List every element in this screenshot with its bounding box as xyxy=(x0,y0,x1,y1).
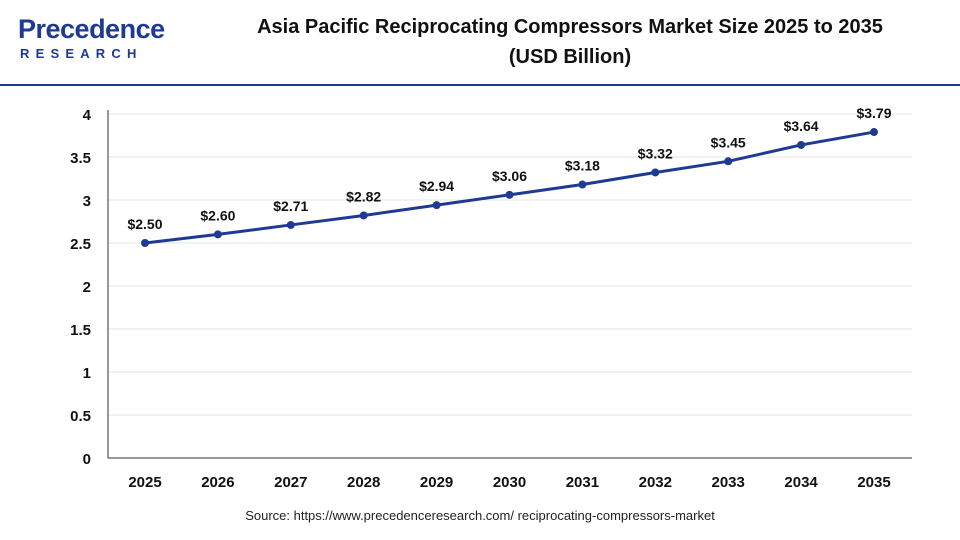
data-label: $3.32 xyxy=(638,145,673,161)
data-point xyxy=(578,180,587,189)
x-tick-label: 2035 xyxy=(857,474,890,491)
y-tick-label: 2.5 xyxy=(70,236,91,253)
series-line xyxy=(144,130,875,245)
data-point xyxy=(870,128,878,137)
x-tick-label: 2025 xyxy=(128,474,161,491)
y-tick-label: 3.5 xyxy=(70,150,91,167)
chart-title-line1: Asia Pacific Reciprocating Compressors M… xyxy=(257,16,883,38)
header: Precedence RESEARCH Asia Pacific Recipro… xyxy=(0,0,960,86)
data-point xyxy=(797,140,806,149)
logo-wordmark: Precedence xyxy=(18,14,165,44)
x-tick-label: 2033 xyxy=(712,474,745,491)
x-tick-label: 2029 xyxy=(420,474,453,491)
data-point xyxy=(432,201,441,210)
x-tick-label: 2030 xyxy=(493,474,526,491)
data-point xyxy=(359,211,368,220)
data-point xyxy=(286,220,295,229)
data-label: $3.18 xyxy=(565,158,600,174)
chart-title: Asia Pacific Reciprocating Compressors M… xyxy=(190,12,950,72)
data-label: $3.45 xyxy=(711,134,746,150)
x-tick-label: 2032 xyxy=(639,474,672,491)
data-point xyxy=(505,190,514,199)
x-tick-label: 2028 xyxy=(347,474,380,491)
y-tick-label: 0 xyxy=(83,451,91,468)
x-tick-label: 2034 xyxy=(784,474,818,491)
y-tick-label: 4 xyxy=(83,107,92,124)
y-tick-label: 1.5 xyxy=(70,322,91,339)
data-label: $3.79 xyxy=(856,105,891,121)
data-label: $2.71 xyxy=(273,198,308,214)
y-tick-label: 0.5 xyxy=(70,408,91,425)
y-tick-label: 2 xyxy=(83,279,91,296)
source-note: Source: https://www.precedenceresearch.c… xyxy=(245,508,715,523)
x-tick-label: 2027 xyxy=(274,474,307,491)
logo-subtitle: RESEARCH xyxy=(20,46,143,61)
data-label: $2.94 xyxy=(419,178,454,194)
data-point xyxy=(651,168,660,177)
data-point xyxy=(141,239,149,247)
x-tick-label: 2031 xyxy=(566,474,599,491)
chart-title-line2: (USD Billion) xyxy=(508,46,632,68)
y-tick-label: 1 xyxy=(83,365,91,382)
data-label: $2.82 xyxy=(346,188,381,204)
y-tick-label: 3 xyxy=(83,193,91,210)
brand-logo: Precedence RESEARCH xyxy=(18,14,168,66)
data-label: $2.60 xyxy=(200,207,235,223)
data-label: $3.64 xyxy=(784,118,819,134)
data-point xyxy=(213,230,222,239)
line-chart: 0 0.5 1 1.5 2 2.5 3 3.5 4 2025 2026 2027 2028 2029 203… xyxy=(70,105,912,491)
data-point xyxy=(724,157,733,166)
x-tick-label: 2026 xyxy=(201,474,234,491)
data-label: $2.50 xyxy=(127,216,162,232)
data-label: $3.06 xyxy=(492,168,527,184)
